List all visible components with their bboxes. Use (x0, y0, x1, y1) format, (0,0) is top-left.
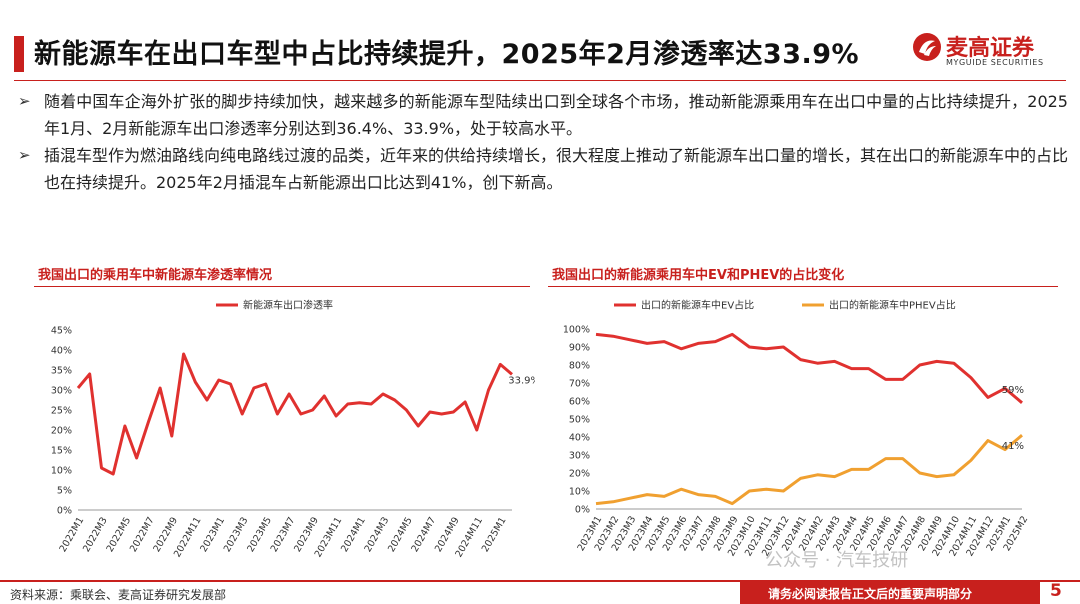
y-tick-label: 20% (569, 469, 590, 480)
arrow-bullet-icon: ➢ (18, 146, 31, 164)
bullet-list: ➢ 随着中国车企海外扩张的脚步持续加快，越来越多的新能源车型陆续出口到全球各个市… (18, 88, 1068, 196)
y-tick-label: 0% (575, 505, 590, 516)
y-tick-label: 20% (51, 426, 72, 437)
title-accent-bar (14, 36, 24, 72)
legend-label: 新能源车出口渗透率 (243, 299, 333, 312)
y-tick-label: 10% (569, 487, 590, 498)
chart-1-penetration-rate: 0%5%10%15%20%25%30%35%40%45%2022M12022M3… (51, 299, 535, 560)
chart-2-title: 我国出口的新能源乘用车中EV和PHEV的占比变化 (552, 268, 845, 283)
y-tick-label: 30% (51, 386, 72, 397)
chart-2-divider (548, 286, 1058, 287)
disclaimer-text: 请务必阅读报告正文后的重要声明部分 (768, 587, 973, 601)
y-tick-label: 80% (569, 361, 590, 372)
y-tick-label: 30% (569, 451, 590, 462)
logo-text-cn: 麦高证券 (946, 36, 1035, 61)
bullet-text: 随着中国车企海外扩张的脚步持续加快，越来越多的新能源车型陆续出口到全球各个市场，… (44, 92, 1068, 138)
y-tick-label: 40% (51, 346, 72, 357)
legend-label: 出口的新能源车中EV占比 (641, 299, 754, 312)
source-note: 资料来源：乘联会、麦高证券研究发展部 (10, 588, 227, 602)
data-label-end: 41% (1002, 441, 1024, 452)
y-tick-label: 100% (563, 325, 590, 336)
bullet-text: 插混车型作为燃油路线向纯电路线过渡的品类，近年来的供给持续增长，很大程度上推动了… (44, 146, 1069, 192)
y-tick-label: 60% (569, 397, 590, 408)
footer-red-band (740, 580, 1040, 604)
y-tick-label: 5% (57, 486, 72, 497)
bullet-item: ➢ 随着中国车企海外扩张的脚步持续加快，越来越多的新能源车型陆续出口到全球各个市… (18, 88, 1068, 142)
y-tick-label: 0% (57, 506, 72, 517)
logo-mark-icon (913, 33, 941, 61)
page-title: 新能源车在出口车型中占比持续提升，2025年2月渗透率达33.9% (34, 39, 860, 70)
chart-1-divider (34, 286, 530, 287)
page-number: 5 (1050, 581, 1062, 601)
logo-text-en: MYGUIDE SECURITIES (946, 58, 1044, 67)
series-line-1 (76, 352, 513, 476)
y-tick-label: 25% (51, 406, 72, 417)
y-tick-label: 35% (51, 366, 72, 377)
data-label-end: 33.9% (508, 375, 535, 386)
arrow-bullet-icon: ➢ (18, 92, 31, 110)
y-tick-label: 90% (569, 343, 590, 354)
y-tick-label: 10% (51, 466, 72, 477)
watermark-text: 公众号 · 汽车技研 (765, 550, 909, 571)
header-divider (14, 80, 1066, 81)
y-tick-label: 70% (569, 379, 590, 390)
y-tick-label: 50% (569, 415, 590, 426)
series-line-1 (595, 332, 1023, 404)
y-tick-label: 15% (51, 446, 72, 457)
y-tick-label: 40% (569, 433, 590, 444)
series-line-2 (595, 434, 1023, 506)
legend-label: 出口的新能源车中PHEV占比 (829, 299, 956, 312)
y-tick-label: 45% (51, 326, 72, 337)
bullet-item: ➢ 插混车型作为燃油路线向纯电路线过渡的品类，近年来的供给持续增长，很大程度上推… (18, 142, 1068, 196)
chart-2-ev-phev-share: 0%10%20%30%40%50%60%70%80%90%100%2023M12… (563, 299, 1031, 559)
data-label-end: 59% (1002, 385, 1024, 396)
footer-divider (0, 580, 1080, 582)
chart-1-title: 我国出口的乘用车中新能源车渗透率情况 (38, 268, 273, 283)
brand-logo: 麦高证券 MYGUIDE SECURITIES (912, 30, 1062, 74)
